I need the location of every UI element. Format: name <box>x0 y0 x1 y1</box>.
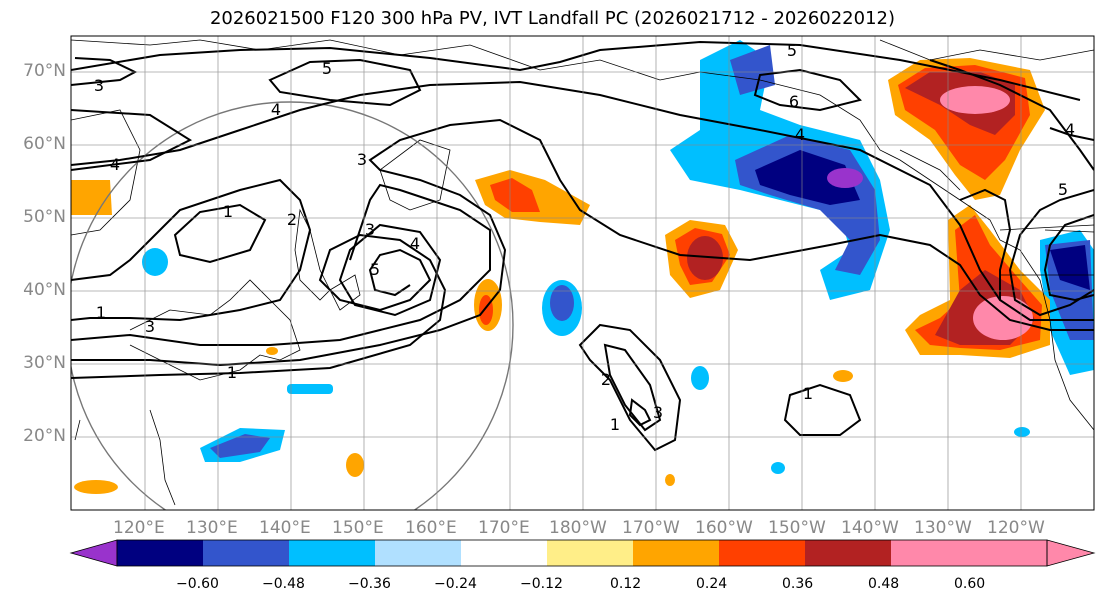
contour-label: 5 <box>370 260 380 279</box>
colorbar <box>69 539 1096 567</box>
lon-label: 170°E <box>478 518 530 538</box>
lat-label: 60°N <box>23 134 66 154</box>
contour-label: 4 <box>1065 120 1075 139</box>
reference-circle <box>71 101 514 510</box>
lat-label: 20°N <box>23 426 66 446</box>
lon-label: 120°W <box>987 518 1045 538</box>
lon-label: 180°W <box>549 518 607 538</box>
colorbar-tick-label: −0.48 <box>262 576 305 592</box>
contour-label: 3 <box>357 150 367 169</box>
lon-label: 160°W <box>695 518 753 538</box>
lon-label: 140°E <box>259 518 311 538</box>
contour-label: 3 <box>94 76 104 95</box>
contour-label: 4 <box>795 125 805 144</box>
contour-label: 1 <box>803 384 813 403</box>
colorbar-segment <box>289 540 375 566</box>
colorbar-tick-label: 0.60 <box>954 576 986 592</box>
colorbar-segment <box>461 540 547 566</box>
negative-shading <box>142 40 1094 474</box>
lat-label: 70°N <box>23 61 66 81</box>
colorbar-tick-label: 0.36 <box>782 576 814 592</box>
colorbar-segment <box>633 540 719 566</box>
contour-label: 6 <box>789 92 799 111</box>
contour-label: 2 <box>287 210 297 229</box>
contour-label: 3 <box>653 403 663 422</box>
contour-label: 1 <box>223 202 233 221</box>
lon-label: 130°E <box>186 518 238 538</box>
contour-label: 4 <box>271 100 281 119</box>
coastlines <box>71 39 1094 506</box>
positive-shading <box>71 58 1050 494</box>
contour-label: 4 <box>110 155 120 174</box>
lon-label: 150°W <box>768 518 826 538</box>
contour-label: 1 <box>96 303 106 322</box>
contour-label: 3 <box>365 220 375 239</box>
colorbar-segment <box>117 540 203 566</box>
colorbar-tick-label: −0.12 <box>520 576 563 592</box>
colorbar-segment <box>375 540 461 566</box>
colorbar-tick-label: −0.36 <box>348 576 391 592</box>
colorbar-segment <box>203 540 289 566</box>
lon-label: 160°E <box>405 518 457 538</box>
lon-label: 140°W <box>841 518 899 538</box>
colorbar-tick-label: 0.12 <box>610 576 642 592</box>
lat-label: 40°N <box>23 280 66 300</box>
map-gridlines <box>71 36 1094 510</box>
pv-contours <box>71 40 1094 452</box>
map-frame <box>70 35 1095 511</box>
lat-label: 30°N <box>23 353 66 373</box>
colorbar-segment <box>1046 539 1096 567</box>
colorbar-tick-label: −0.60 <box>176 576 219 592</box>
contour-label: 5 <box>1058 180 1068 199</box>
map-title: 2026021500 F120 300 hPa PV, IVT Landfall… <box>209 8 896 29</box>
contour-label: 5 <box>787 41 797 60</box>
lon-label: 120°E <box>113 518 165 538</box>
contour-label: 5 <box>322 59 332 78</box>
contour-label: 1 <box>227 363 237 382</box>
contour-label: 3 <box>145 317 155 336</box>
colorbar-segment <box>719 540 805 566</box>
lon-label: 170°W <box>622 518 680 538</box>
lat-label: 50°N <box>23 207 66 227</box>
colorbar-segment <box>69 539 118 567</box>
colorbar-outline <box>116 539 1048 567</box>
contour-label: 2 <box>601 370 611 389</box>
colorbar-tick-label: 0.48 <box>868 576 900 592</box>
lon-label: 130°W <box>914 518 972 538</box>
colorbar-tick-label: −0.24 <box>434 576 477 592</box>
colorbar-segment <box>547 540 633 566</box>
colorbar-tick-label: 0.24 <box>696 576 728 592</box>
contour-label: 1 <box>610 415 620 434</box>
colorbar-segment <box>891 540 1047 566</box>
contour-label: 4 <box>410 234 420 253</box>
colorbar-segment <box>805 540 891 566</box>
lon-label: 150°E <box>332 518 384 538</box>
